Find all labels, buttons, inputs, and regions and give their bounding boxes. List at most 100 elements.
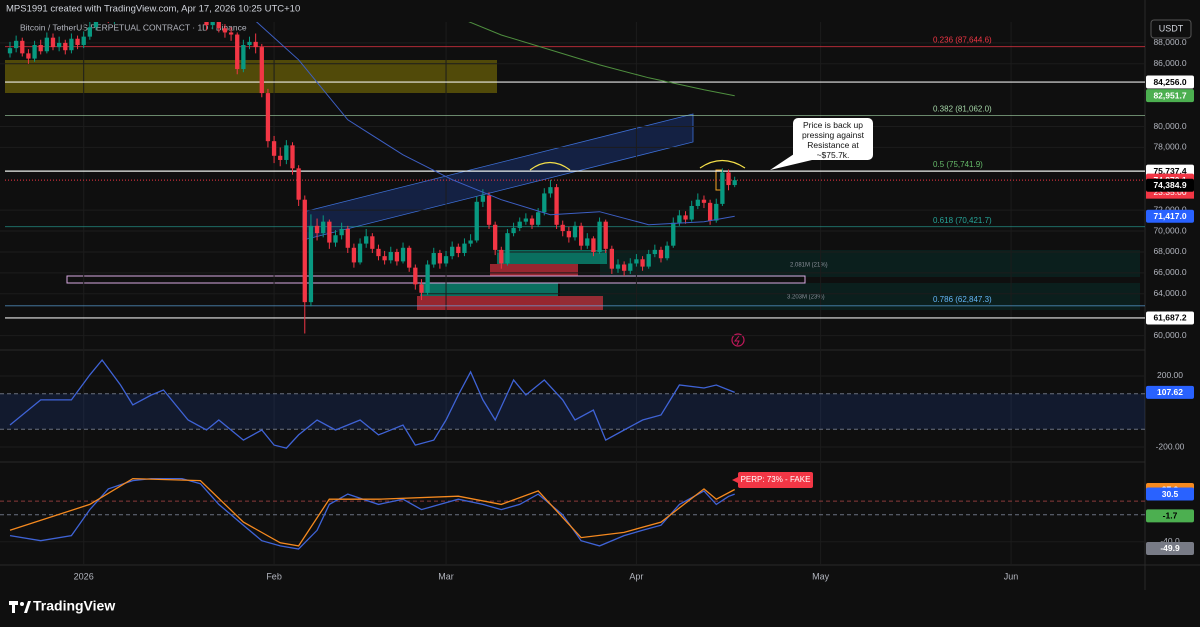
price-badge (1146, 89, 1194, 103)
symbol: Bitcoin / TetherUS PERPETUAL CONTRACT · … (20, 22, 247, 32)
candle-body (720, 172, 725, 204)
price-badge (1146, 509, 1194, 523)
candle-body (425, 264, 430, 293)
candle-body (671, 222, 676, 246)
candle-body (437, 253, 443, 264)
currency: USDT (1159, 23, 1184, 33)
candle-body (499, 249, 504, 264)
pane: 200.00 -200.00 (0, 370, 1185, 451)
level-label: 0.786 (62,847.3) (933, 295, 992, 304)
indicator-line (255, 22, 735, 226)
band-fill (0, 393, 1145, 430)
y-tick-label: 66,000.0 (1153, 267, 1186, 277)
candle-body (259, 47, 264, 94)
candle-body (364, 236, 369, 244)
candle-body (732, 180, 737, 186)
x-tick-label: Feb (266, 571, 282, 581)
candle-body (640, 259, 645, 267)
countdown: 23:35:00 (1153, 187, 1186, 197)
candle-body (462, 243, 467, 254)
candle-body (50, 37, 56, 48)
indicator-line (9, 477, 736, 547)
candle-body (44, 37, 49, 52)
candle-body (20, 40, 25, 54)
price-badge (1146, 385, 1194, 399)
candle-body (505, 233, 510, 264)
candle-body (536, 212, 541, 225)
arc (529, 161, 571, 171)
y-tick-label: 68,000.0 (1153, 246, 1186, 256)
x-tick-label: 2026 (74, 571, 94, 581)
badges: 37.230.5-1.7-49.9 (1146, 483, 1194, 555)
candle-body (357, 243, 363, 263)
candle-body (87, 27, 92, 37)
price-badge-label: -49.9 (1160, 543, 1180, 553)
y-tick-label: 88,000.0 (1153, 37, 1186, 47)
alert-icon (731, 333, 745, 347)
candle-body (376, 248, 381, 257)
candle-body (333, 235, 338, 243)
signal-badge (738, 472, 813, 488)
candle-body (646, 254, 651, 267)
candle-body (474, 201, 479, 241)
price-badge-label: 82,951.7 (1153, 90, 1186, 100)
candle-body (222, 28, 228, 33)
candle-body (523, 218, 529, 222)
candle-body (370, 236, 375, 249)
volume-label: 2.081M (21%) (790, 263, 828, 269)
pane: -40.0 (0, 500, 1180, 546)
layer (7, 22, 737, 334)
candle-body (707, 202, 713, 221)
candle-body (585, 238, 590, 246)
candle-body (609, 248, 614, 269)
candle-body (228, 32, 234, 35)
badges: 107.62 (1146, 385, 1194, 399)
candle-body (486, 195, 492, 225)
candle-body (388, 251, 393, 261)
candle-body (81, 36, 86, 45)
candle-body (683, 215, 688, 220)
candle-body (241, 44, 246, 70)
candle-body (517, 221, 522, 228)
candle-body (321, 221, 326, 234)
candle-body (456, 246, 461, 254)
candle-body (284, 145, 289, 160)
logo-mark (9, 601, 18, 613)
candle-body (394, 251, 400, 262)
candle-body (7, 48, 13, 54)
candle-body (210, 22, 215, 26)
candle-body (407, 247, 412, 268)
y-tick-label: 78,000.0 (1153, 142, 1186, 152)
candle-body (591, 238, 596, 252)
indicator-line (9, 358, 735, 449)
indicator-line (468, 22, 735, 97)
candle-body (327, 221, 332, 243)
candle-body (413, 267, 418, 285)
candle-body (38, 44, 43, 52)
x-tick-label: Mar (438, 571, 454, 581)
logo: TradingView (9, 598, 115, 614)
logo-mark (24, 601, 31, 613)
logo-mark (20, 602, 24, 606)
footer (0, 590, 1200, 627)
arc (699, 159, 746, 169)
alert-icon (733, 335, 740, 346)
x-tick-label: Apr (629, 571, 643, 581)
candle-body (658, 249, 664, 259)
price-badge-label: 61,687.2 (1153, 313, 1186, 323)
level-label: 0.236 (87,644.6) (933, 36, 992, 45)
candle-body (345, 228, 350, 248)
candle-body (689, 205, 694, 220)
candle-body (493, 224, 498, 250)
lines (255, 22, 735, 226)
candle-body (628, 263, 633, 271)
candle-body (468, 240, 473, 244)
candle-body (701, 199, 707, 203)
pane: 88,000.0 86,000.0 80,000.0 78,000.0 72,000.0… (0, 37, 1187, 340)
candle-body (204, 22, 209, 26)
price-badge-label: 75,737.4 (1153, 166, 1186, 176)
candle-body (382, 256, 387, 261)
candle-body (271, 141, 277, 156)
